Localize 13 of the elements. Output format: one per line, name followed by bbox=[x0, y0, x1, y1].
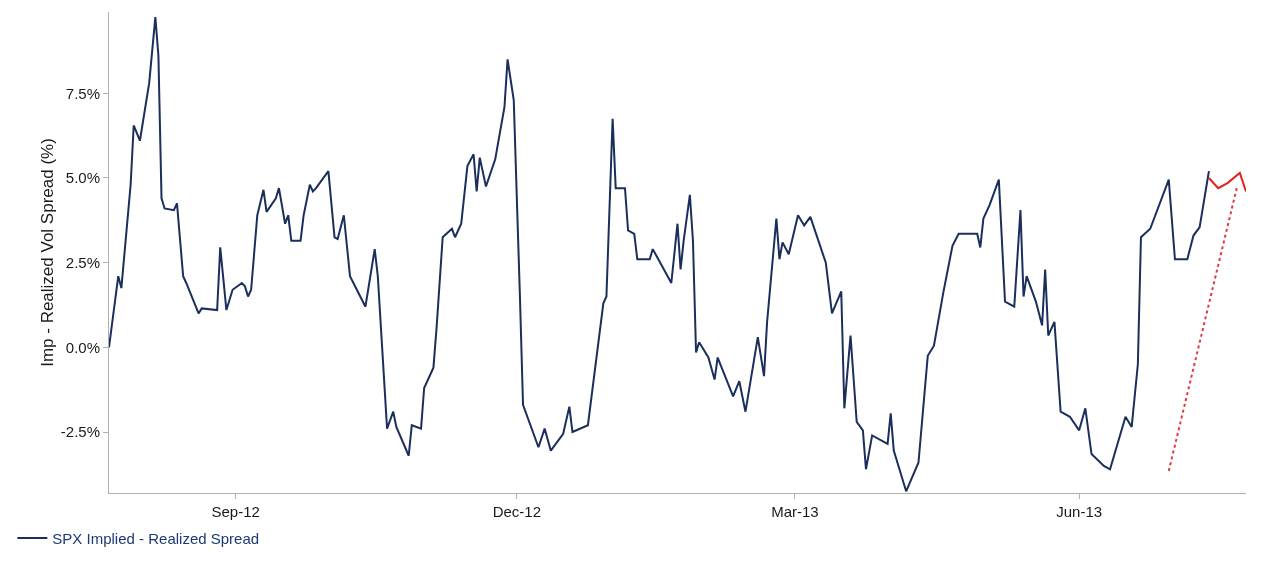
y-tick-label: 5.0% bbox=[65, 169, 100, 187]
y-tick-label: 0.0% bbox=[65, 338, 100, 356]
x-tick-label: Mar-13 bbox=[771, 503, 819, 520]
x-tick-label: Sep-12 bbox=[211, 503, 260, 520]
y-tick-label: 7.5% bbox=[65, 84, 100, 102]
line-series bbox=[1207, 171, 1246, 193]
legend-label: SPX Implied - Realized Spread bbox=[52, 529, 260, 547]
y-tick-label: -2.5% bbox=[60, 423, 100, 441]
x-tick-label: Jun-13 bbox=[1056, 503, 1103, 520]
x-tick-label: Dec-12 bbox=[492, 503, 542, 520]
line-series bbox=[109, 16, 1210, 493]
y-axis-title: Imp - Realized Vol Spread (%) bbox=[38, 138, 58, 367]
y-tick-label: 2.5% bbox=[65, 253, 100, 271]
